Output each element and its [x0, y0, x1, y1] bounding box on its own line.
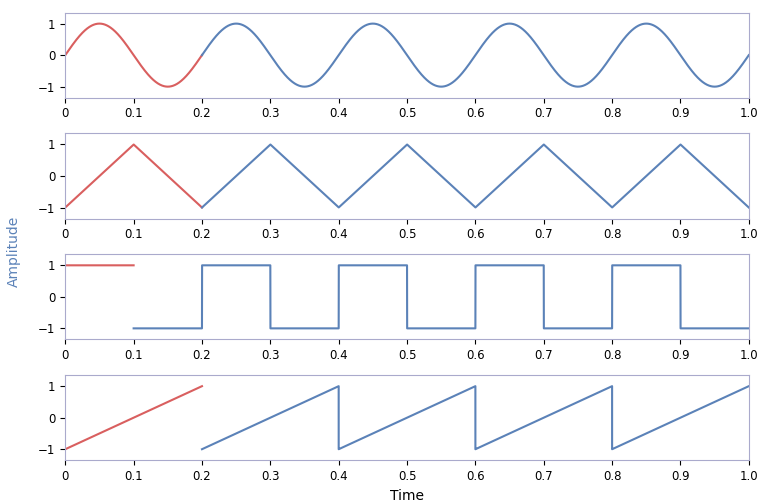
X-axis label: Time: Time: [390, 488, 424, 502]
Text: Amplitude: Amplitude: [7, 216, 21, 287]
